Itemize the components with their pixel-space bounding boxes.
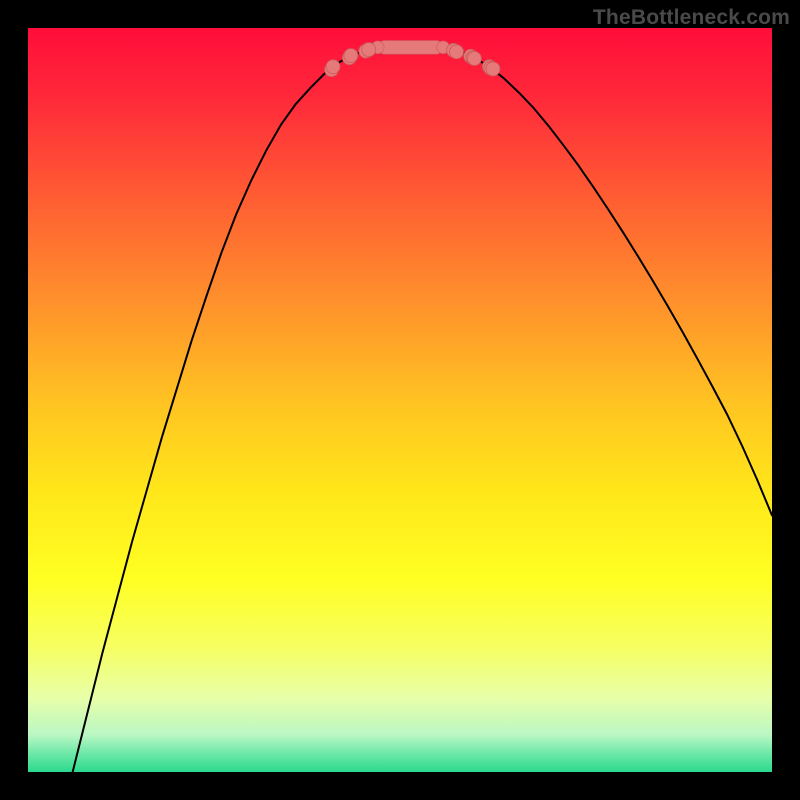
data-marker [450,45,464,59]
data-marker [486,62,500,76]
data-marker [467,52,481,66]
gradient-bg [28,28,772,772]
plot-area [28,28,772,772]
marker-flat-band [371,41,449,55]
chart-frame: TheBottleneck.com [0,0,800,800]
data-marker [362,43,376,57]
data-marker [326,60,340,74]
data-marker [344,49,358,63]
watermark-text: TheBottleneck.com [593,6,790,30]
plot-svg [28,28,772,772]
